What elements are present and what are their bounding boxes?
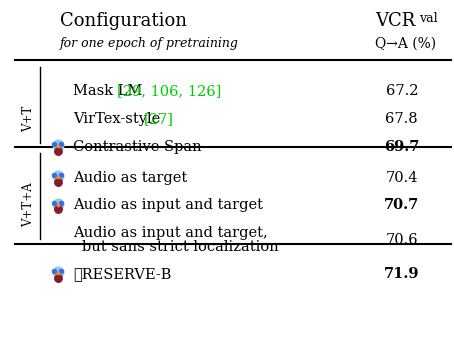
Text: [27]: [27]: [143, 112, 173, 126]
Text: 71.9: 71.9: [384, 267, 419, 281]
Text: 70.4: 70.4: [385, 171, 418, 185]
Text: Audio as input and target: Audio as input and target: [74, 199, 263, 212]
Text: [29, 106, 126]: [29, 106, 126]: [117, 84, 221, 98]
Text: for one epoch of pretraining: for one epoch of pretraining: [60, 37, 239, 50]
Text: VirTex-style: VirTex-style: [74, 112, 165, 126]
Text: val: val: [419, 12, 438, 24]
Text: 𝥿RESERVE-B: 𝥿RESERVE-B: [74, 267, 172, 281]
Text: Configuration: Configuration: [60, 12, 187, 30]
Text: 67.8: 67.8: [385, 112, 418, 126]
Text: V+T+A: V+T+A: [22, 182, 35, 227]
Text: Q→A (%): Q→A (%): [375, 37, 436, 51]
Text: 70.6: 70.6: [385, 233, 418, 247]
Text: Contrastive Span: Contrastive Span: [74, 140, 202, 154]
Text: Audio as input and target,: Audio as input and target,: [74, 226, 268, 240]
Text: 70.7: 70.7: [384, 199, 419, 212]
Text: VCR: VCR: [375, 12, 415, 30]
Text: 69.7: 69.7: [384, 140, 419, 154]
Text: but sans strict localization: but sans strict localization: [82, 240, 279, 254]
Text: Mask LM: Mask LM: [74, 84, 148, 98]
Text: 67.2: 67.2: [385, 84, 418, 98]
Text: V+T: V+T: [22, 106, 35, 132]
Text: Audio as target: Audio as target: [74, 171, 188, 185]
